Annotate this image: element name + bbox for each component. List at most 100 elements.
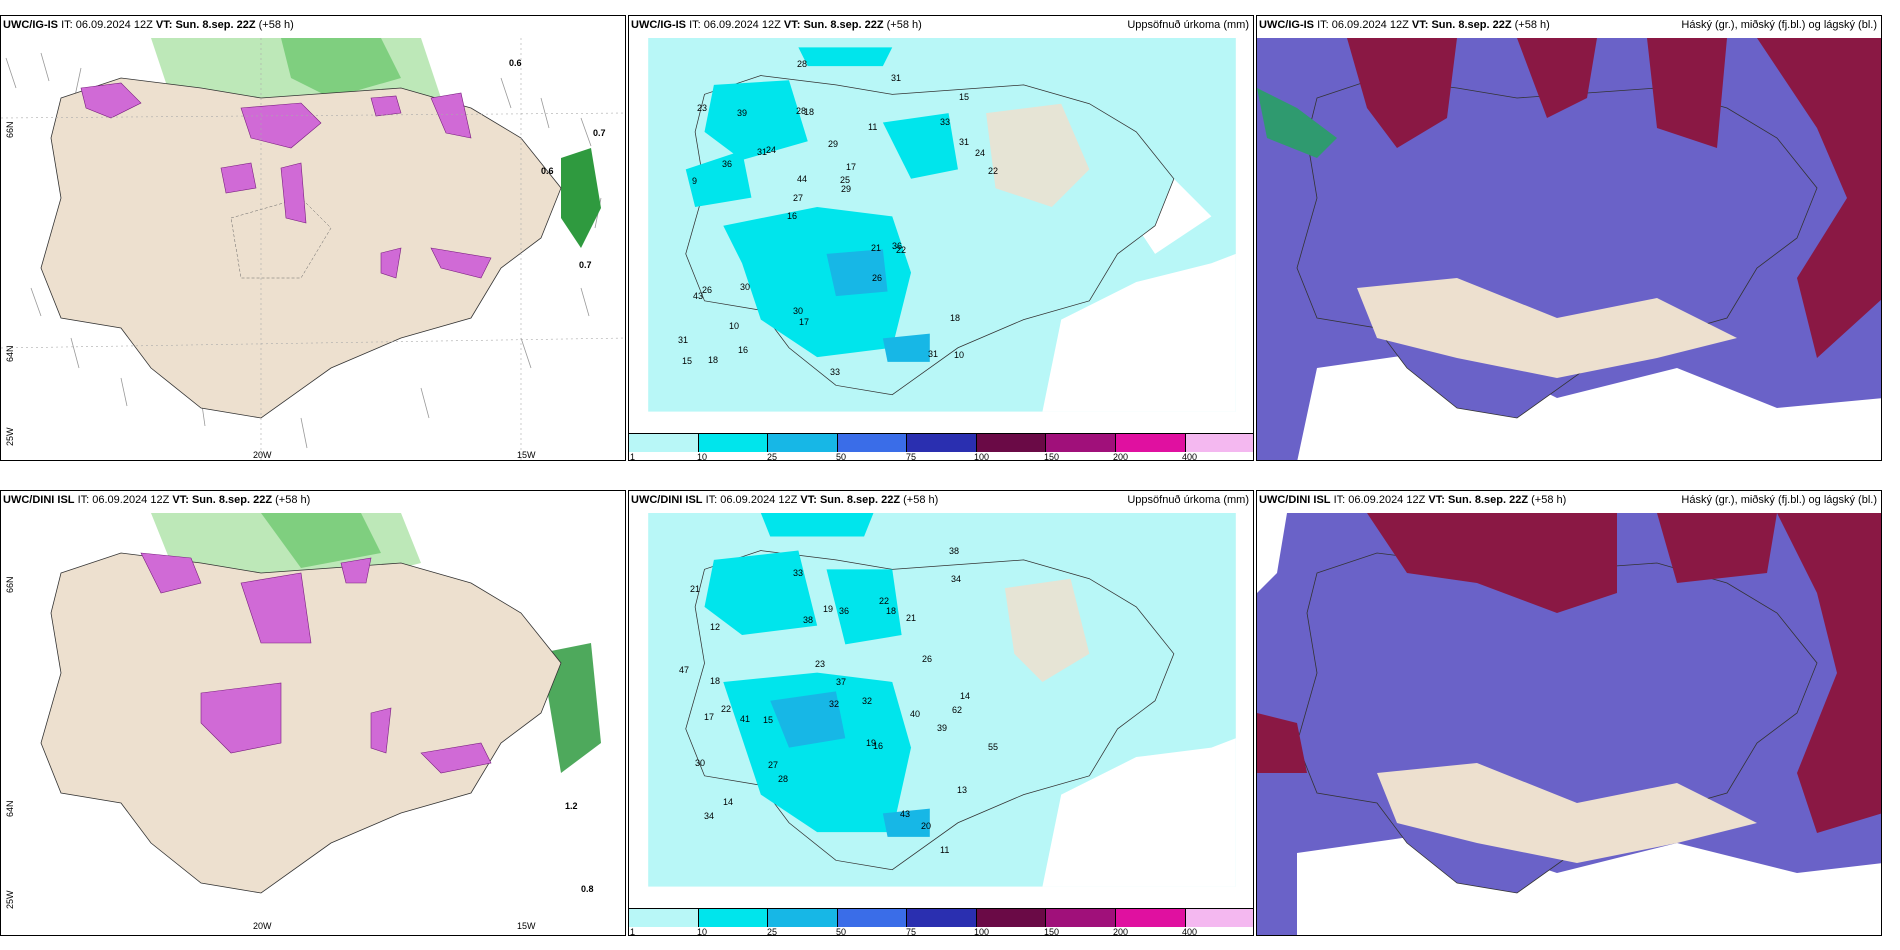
colorbar-label: 25 (767, 927, 778, 936)
precip-value-label: 38 (803, 615, 814, 625)
precip-value-label: 36 (892, 241, 903, 251)
precip-value-label: 24 (766, 145, 777, 155)
colorbar-label: 200 (1113, 452, 1129, 461)
precip-value-label: 11 (868, 122, 878, 132)
lon-label-20: 20W (253, 450, 272, 460)
precip-value-label: 47 (679, 665, 690, 675)
precip-value-label: 22 (879, 596, 890, 606)
panel-bottom-left: UWC/DINI ISL IT: 06.09.2024 12Z VT: Sun.… (0, 490, 626, 936)
marker-value-label: 0.7 (579, 260, 592, 270)
colorbar-label: 400 (1182, 927, 1198, 936)
precip-value-label: 13 (957, 785, 968, 795)
precip-value-label: 14 (723, 797, 734, 807)
precip-value-label: 36 (839, 606, 850, 616)
colorbar-bin (907, 909, 977, 927)
precip-value-label: 23 (815, 659, 826, 669)
precip-value-label: 29 (828, 139, 839, 149)
precip-value-label: 10 (729, 321, 740, 331)
lat-label-66: 66N (5, 121, 15, 138)
precip-value-label: 16 (873, 741, 884, 751)
colorbar-label: 1 (630, 927, 636, 936)
colorbar-bin (768, 434, 838, 452)
cloud-map-bottom (1257, 513, 1881, 935)
precip-value-label: 22 (896, 245, 907, 255)
panel-bottom-right: UWC/DINI ISL IT: 06.09.2024 12Z VT: Sun.… (1256, 490, 1882, 936)
precip-value-label: 31 (928, 349, 939, 359)
precip-value-label: 21 (871, 243, 882, 253)
precip-value-label: 18 (708, 355, 719, 365)
colorbar-bin (837, 909, 908, 927)
panel-bottom-middle: UWC/DINI ISL IT: 06.09.2024 12Z VT: Sun.… (628, 490, 1254, 936)
precip-value-label: 15 (763, 715, 774, 725)
colorbar-bin (1046, 909, 1116, 927)
panel-header: UWC/IG-IS IT: 06.09.2024 12Z VT: Sun. 8.… (1259, 19, 1877, 31)
precip-value-label: 31 (891, 73, 902, 83)
marker-value-label: 1.2 (565, 801, 578, 811)
precip-value-label: 30 (695, 758, 706, 768)
lon-label-15: 15W (517, 921, 536, 931)
colorbar (629, 433, 1253, 452)
precip-value-label: 12 (710, 622, 721, 632)
marker-value-label: 0.8 (581, 884, 594, 894)
lon-label-20: 20W (253, 921, 272, 931)
precip-value-label: 18 (886, 606, 897, 616)
precip-value-label: 30 (740, 282, 751, 292)
precip-value-label: 31 (959, 137, 970, 147)
precip-value-label: 30 (793, 306, 804, 316)
colorbar-label: 75 (906, 927, 917, 936)
colorbar-label: 100 (974, 927, 990, 936)
lon-label-15: 15W (517, 450, 536, 460)
colorbar-label: 25 (767, 452, 778, 461)
precip-value-label: 43 (900, 809, 911, 819)
colorbar-bin (698, 909, 769, 927)
precip-value-label: 27 (768, 760, 779, 770)
precip-value-label: 28 (797, 59, 808, 69)
lon-label-25: 25W (5, 890, 15, 909)
precip-value-label: 25 (840, 175, 851, 185)
colorbar-label: 75 (906, 452, 917, 461)
panel-title: Uppsöfnuð úrkoma (mm) (1127, 19, 1249, 31)
precip-map-top (648, 38, 1236, 412)
colorbar-bin (907, 434, 977, 452)
precip-value-label: 32 (829, 699, 840, 709)
marker-value-label: 0.6 (541, 166, 554, 176)
panel-title: Háský (gr.), miðský (fj.bl.) og lágský (… (1681, 494, 1877, 506)
precip-value-label: 15 (682, 356, 693, 366)
precip-value-label: 39 (737, 108, 748, 118)
precip-value-label: 24 (975, 148, 986, 158)
colorbar-bin (629, 434, 699, 452)
lon-label-25: 25W (5, 427, 15, 446)
precip-value-label: 23 (697, 103, 708, 113)
precip-value-label: 17 (704, 712, 715, 722)
precip-value-label: 29 (841, 184, 852, 194)
marker-value-label: 0.7 (593, 128, 606, 138)
precip-value-label: 14 (960, 691, 971, 701)
precip-value-label: 27 (793, 193, 804, 203)
colorbar-bin (1185, 909, 1253, 927)
panel-header: UWC/DINI ISL IT: 06.09.2024 12Z VT: Sun.… (631, 494, 1249, 506)
precip-value-label: 32 (862, 696, 873, 706)
colorbar-label: 150 (1044, 927, 1060, 936)
precip-value-label: 33 (830, 367, 841, 377)
precip-value-label: 18 (950, 313, 961, 323)
colorbar-label: 1 (630, 452, 636, 461)
precip-value-label: 31 (678, 335, 689, 345)
colorbar-label: 10 (697, 927, 708, 936)
colorbar-label: 50 (836, 927, 847, 936)
wind-map-bottom-left (1, 513, 625, 935)
precip-value-label: 26 (702, 285, 713, 295)
panel-header: UWC/DINI ISL IT: 06.09.2024 12Z VT: Sun.… (3, 494, 311, 506)
colorbar-label: 150 (1044, 452, 1060, 461)
precip-value-label: 62 (952, 705, 963, 715)
colorbar-bin (976, 434, 1047, 452)
precip-value-label: 9 (692, 176, 698, 186)
precip-value-label: 37 (836, 677, 847, 687)
colorbar-bin (698, 434, 769, 452)
lat-label-64: 64N (5, 345, 15, 362)
precip-value-label: 28 (778, 774, 789, 784)
panel-top-right: UWC/IG-IS IT: 06.09.2024 12Z VT: Sun. 8.… (1256, 15, 1882, 461)
precip-value-label: 44 (797, 174, 808, 184)
panel-header: UWC/IG-IS IT: 06.09.2024 12Z VT: Sun. 8.… (631, 19, 1249, 31)
precip-value-label: 28 (796, 106, 807, 116)
colorbar-bin (1115, 909, 1186, 927)
